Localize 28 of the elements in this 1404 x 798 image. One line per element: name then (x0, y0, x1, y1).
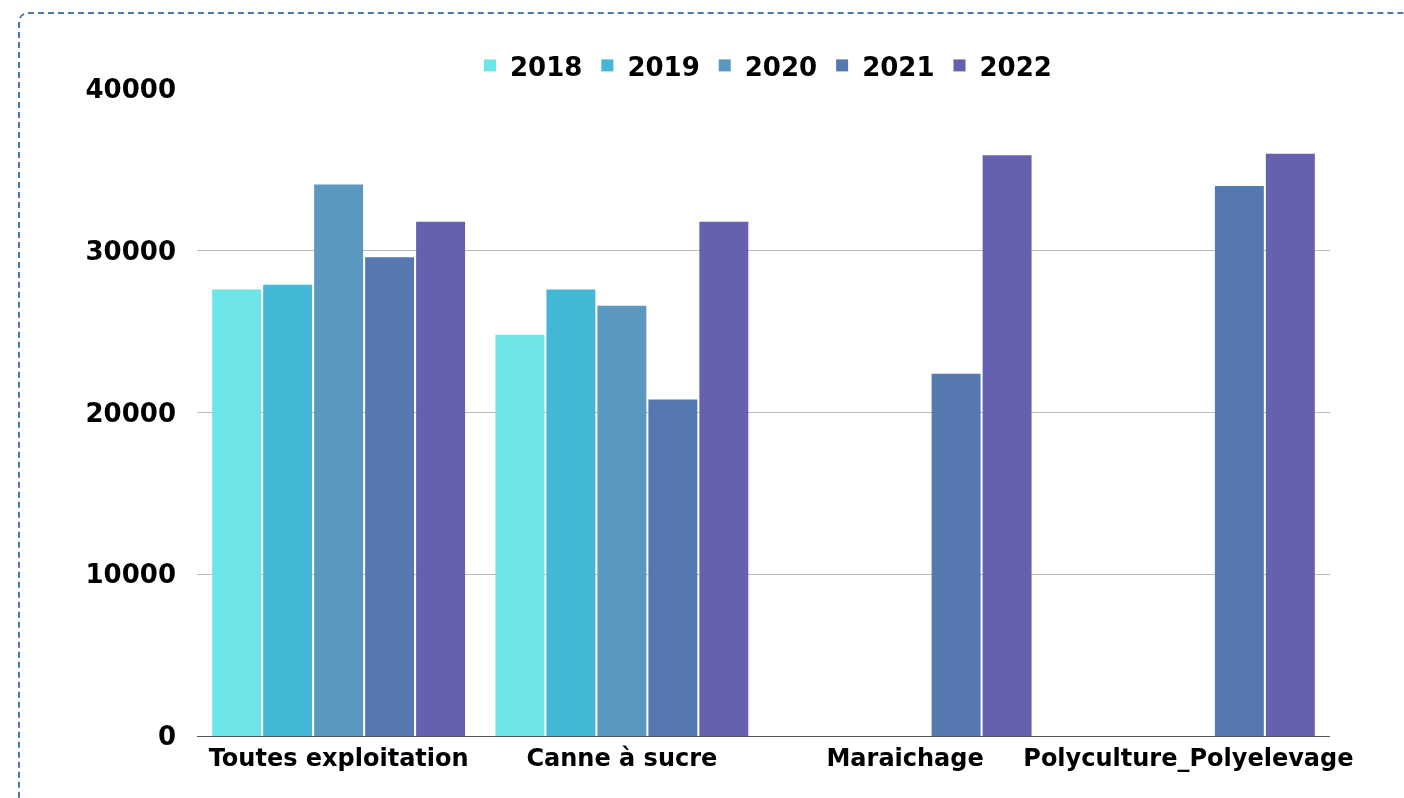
bar (263, 284, 313, 736)
bar (546, 289, 596, 736)
bar (982, 155, 1032, 736)
bar (314, 184, 364, 736)
bar (1265, 153, 1315, 736)
legend-label: 2019 (627, 51, 700, 82)
x-tick-label: Maraichage (826, 743, 984, 772)
x-tick-label: Polyculture_Polyelevage (1023, 743, 1354, 772)
bar (495, 334, 545, 736)
x-tick-label: Toutes exploitation (208, 743, 469, 772)
bar (416, 221, 466, 736)
bar (365, 257, 415, 736)
bar (648, 399, 698, 736)
y-tick-label: 40000 (85, 74, 176, 105)
y-tick-label: 30000 (85, 235, 176, 266)
y-tick-label: 20000 (85, 397, 176, 428)
x-tick-label: Canne à sucre (526, 743, 718, 772)
y-tick-label: 10000 (85, 559, 176, 590)
bar (931, 373, 981, 736)
legend-label: 2021 (862, 51, 935, 82)
bar (1214, 186, 1264, 736)
bar (699, 221, 749, 736)
legend-label: 2022 (979, 51, 1052, 82)
y-tick-label: 0 (157, 721, 176, 752)
legend-label: 2018 (510, 51, 583, 82)
legend-label: 2020 (744, 51, 818, 82)
bar (597, 305, 647, 736)
bar (212, 289, 262, 736)
